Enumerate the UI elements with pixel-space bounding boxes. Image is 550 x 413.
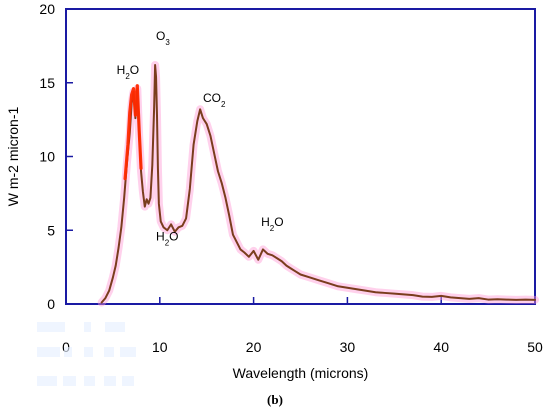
annotation-suffix: O xyxy=(130,63,139,77)
annotation-subscript: 2 xyxy=(165,238,170,247)
faint-block-2 xyxy=(105,322,125,332)
line-series-highlight xyxy=(123,84,143,181)
faint-block-6 xyxy=(104,347,114,357)
annotation-label: CO2 xyxy=(203,91,226,109)
annotation-label: H2O xyxy=(261,215,283,233)
figure-caption: (b) xyxy=(267,392,283,407)
y-tick-label: 15 xyxy=(39,75,55,91)
faint-block-7 xyxy=(120,347,136,357)
faint-block-4 xyxy=(64,347,72,357)
y-tick-label: 5 xyxy=(47,222,55,238)
faint-block-5 xyxy=(84,347,93,357)
annotation-suffix: O xyxy=(274,215,283,229)
annotation-subscript: 2 xyxy=(221,99,226,108)
faint-block-12 xyxy=(122,376,134,386)
faint-background-artifacts xyxy=(37,322,136,386)
annotation-label: H2O xyxy=(156,230,178,248)
x-tick-label: 20 xyxy=(246,339,262,355)
x-tick-label: 30 xyxy=(340,339,356,355)
y-tick-label: 10 xyxy=(39,149,55,165)
faint-block-10 xyxy=(84,376,95,386)
faint-block-0 xyxy=(37,322,65,332)
x-tick-label: 10 xyxy=(152,339,168,355)
chart-root: 0102030405005101520Wavelength (microns)W… xyxy=(5,1,543,407)
faint-block-3 xyxy=(37,347,60,357)
annotation-suffix: O xyxy=(169,230,178,244)
x-tick-label: 40 xyxy=(433,339,449,355)
annotation-base: H xyxy=(156,230,165,244)
plot-area-border xyxy=(65,8,536,305)
annotation-subscript: 2 xyxy=(125,71,130,80)
x-tick-label: 50 xyxy=(527,339,543,355)
annotation-base: H xyxy=(261,215,270,229)
annotation-base: H xyxy=(117,63,126,77)
faint-block-1 xyxy=(84,322,91,332)
faint-block-11 xyxy=(104,376,116,386)
y-tick-label: 20 xyxy=(39,1,55,17)
faint-block-8 xyxy=(37,376,57,386)
annotation-label: H2O xyxy=(117,63,139,81)
annotation-base: O xyxy=(156,29,165,43)
annotation-base: CO xyxy=(203,91,221,105)
y-axis-title: W m-2 micron-1 xyxy=(5,107,21,207)
annotation-label: O3 xyxy=(156,29,170,47)
faint-block-9 xyxy=(63,376,76,386)
x-axis-title: Wavelength (microns) xyxy=(233,365,369,381)
annotation-subscript: 2 xyxy=(270,223,275,232)
annotation-subscript: 3 xyxy=(165,37,170,46)
y-tick-label: 0 xyxy=(47,296,55,312)
